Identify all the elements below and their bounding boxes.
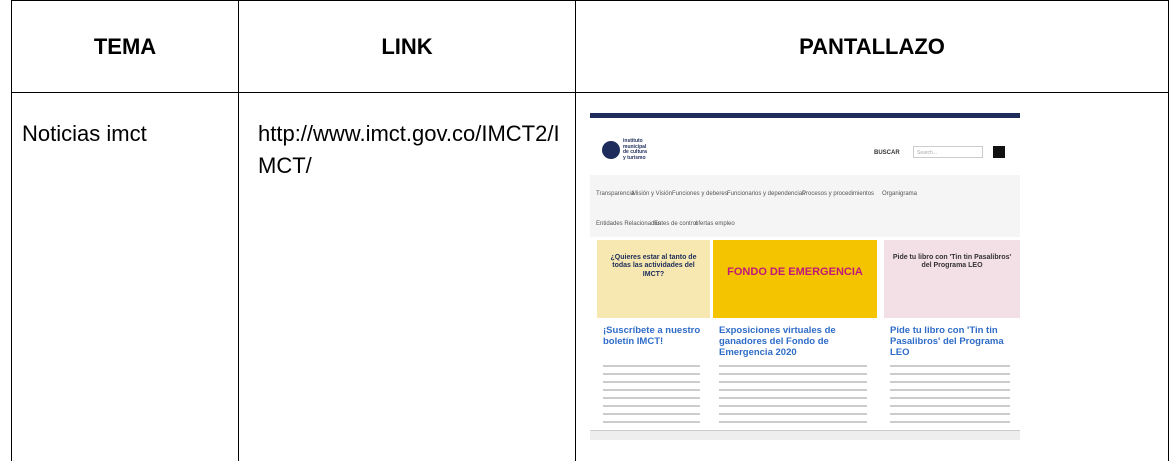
logo-line: municipal (623, 143, 647, 150)
search-label: BUSCAR (874, 150, 900, 156)
top-bar (590, 113, 1020, 118)
logo (602, 141, 620, 159)
text-placeholder (719, 413, 867, 415)
header-cell: TEMA (93, 34, 157, 59)
menu-item[interactable]: ofertas empleo (695, 221, 735, 227)
text-placeholder (603, 381, 700, 383)
menu-item[interactable]: Entidades Relacionadas (596, 221, 661, 227)
text-placeholder (890, 397, 1010, 399)
card-title: Exposiciones virtuales de ganadores del … (719, 325, 836, 358)
text-placeholder (603, 373, 700, 375)
menu: Transparencia Misión y Visión Funciones y … (590, 175, 1020, 237)
bottom-bar (590, 430, 1020, 440)
menu-item[interactable]: Procesos y procedimientos (802, 191, 875, 197)
text-placeholder (719, 397, 867, 399)
logo-line: instituto (623, 138, 643, 144)
border (238, 0, 239, 461)
card-image-text: FONDO DE EMERGENCIA (727, 266, 863, 278)
text-placeholder (603, 389, 700, 391)
menu-item[interactable]: Misión y Visión (632, 191, 672, 197)
text-placeholder (890, 365, 1010, 367)
text-placeholder (603, 397, 700, 399)
text-placeholder (890, 421, 1010, 423)
link: http://www.imct.gov.co/IMCT2/IMCT/ (258, 121, 560, 178)
menu-item[interactable]: Funciones y deberes (672, 191, 728, 197)
card-image: FONDO DE EMERGENCIA (713, 240, 877, 318)
text-placeholder (890, 389, 1010, 391)
text-placeholder (603, 365, 700, 367)
search-input[interactable]: Search... (913, 146, 983, 158)
border (11, 0, 12, 461)
text-placeholder (719, 373, 867, 375)
text-placeholder (719, 381, 867, 383)
screenshot: instituto municipal de cultura y turismo… (590, 113, 1020, 440)
text-placeholder (719, 421, 867, 423)
border (575, 0, 576, 461)
card-image-text: Pide tu libro con 'Tin tin Pasalibros' d… (892, 254, 1012, 270)
header-cell: LINK (381, 34, 433, 59)
logo-line: de cultura (623, 149, 647, 155)
menu-item[interactable]: Transparencia (596, 191, 635, 197)
card-title: Pide tu libro con 'Tin tin Pasalibros' d… (890, 325, 1004, 358)
text-placeholder (719, 365, 867, 367)
text-placeholder (890, 413, 1010, 415)
text-placeholder (890, 381, 1010, 383)
menu-item[interactable]: Funcionarios y dependencias (727, 191, 806, 197)
text-placeholder (719, 389, 867, 391)
text-placeholder (603, 413, 700, 415)
border (1168, 0, 1169, 461)
card-title: ¡Suscríbete a nuestro boletín IMCT! (603, 325, 701, 347)
text-placeholder (719, 405, 867, 407)
logo-line: y turismo (623, 154, 646, 161)
card-image-text: ¿Quieres estar al tanto de todas las act… (610, 254, 697, 278)
text-placeholder (603, 421, 700, 423)
card-image: ¿Quieres estar al tanto de todas las act… (597, 240, 710, 318)
logo-text: instituto municipal de cultura y turismo (623, 138, 647, 161)
text-placeholder (890, 405, 1010, 407)
text-placeholder (890, 373, 1010, 375)
header-cell: PANTALLAZO (799, 34, 945, 59)
border (11, 92, 1169, 93)
border (11, 0, 1169, 1)
search-button[interactable] (993, 146, 1005, 158)
menu-item[interactable]: Entes de control (654, 221, 698, 227)
menu-item[interactable]: Organigrama (882, 191, 918, 197)
text-placeholder (603, 405, 700, 407)
topic: Noticias imct (22, 121, 147, 146)
card-image: Pide tu libro con 'Tin tin Pasalibros' d… (884, 240, 1020, 318)
